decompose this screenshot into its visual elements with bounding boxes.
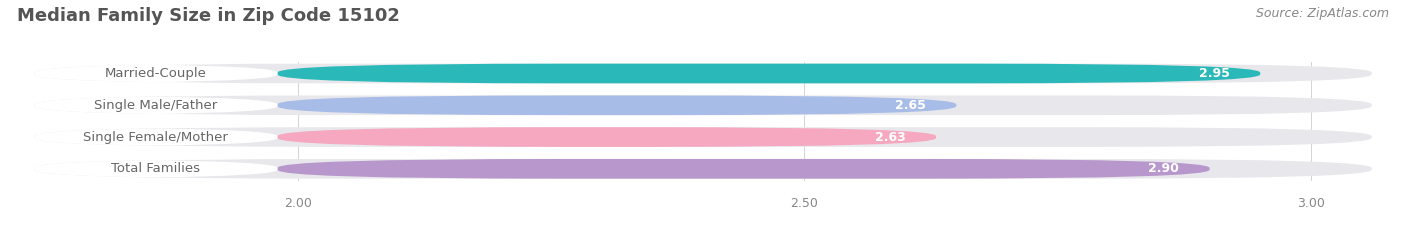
FancyBboxPatch shape (0, 127, 318, 147)
Text: Single Female/Mother: Single Female/Mother (83, 130, 228, 144)
Text: 2.90: 2.90 (1149, 162, 1180, 175)
Text: 2.63: 2.63 (875, 130, 905, 144)
FancyBboxPatch shape (34, 96, 1372, 115)
FancyBboxPatch shape (277, 64, 1260, 83)
Text: Total Families: Total Families (111, 162, 201, 175)
Text: Median Family Size in Zip Code 15102: Median Family Size in Zip Code 15102 (17, 7, 399, 25)
FancyBboxPatch shape (34, 159, 1372, 179)
Text: Married-Couple: Married-Couple (105, 67, 207, 80)
FancyBboxPatch shape (0, 64, 318, 83)
FancyBboxPatch shape (34, 64, 1372, 83)
Text: Single Male/Father: Single Male/Father (94, 99, 218, 112)
FancyBboxPatch shape (277, 159, 1209, 179)
Text: Source: ZipAtlas.com: Source: ZipAtlas.com (1256, 7, 1389, 20)
FancyBboxPatch shape (277, 96, 956, 115)
FancyBboxPatch shape (0, 96, 318, 115)
Text: 2.65: 2.65 (896, 99, 927, 112)
Text: 2.95: 2.95 (1199, 67, 1230, 80)
FancyBboxPatch shape (0, 159, 318, 179)
FancyBboxPatch shape (277, 127, 936, 147)
FancyBboxPatch shape (34, 127, 1372, 147)
